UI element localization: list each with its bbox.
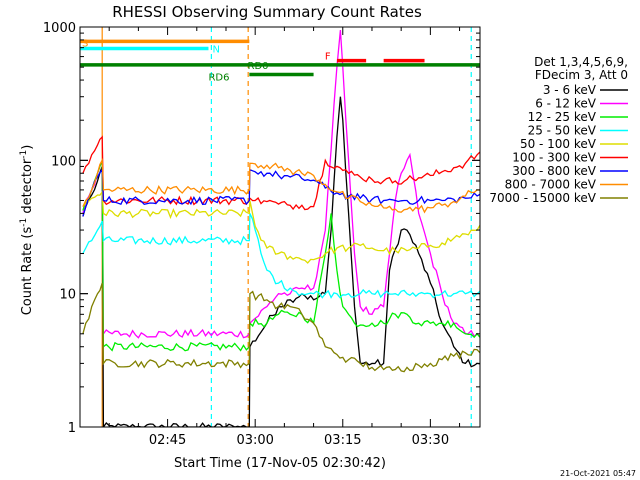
- x-tick-label-2: 03:00: [236, 433, 273, 448]
- series-line-6-12keV: [82, 29, 480, 339]
- series-line-800-7000keV: [82, 157, 480, 214]
- y-axis-label-close: ): [20, 145, 35, 150]
- legend-entry-label-8: 800 - 7000 keV: [505, 178, 597, 192]
- y-tick-label-2: 10: [59, 288, 76, 303]
- legend-entry-label-5: 50 - 100 keV: [520, 137, 597, 151]
- legend-entry-label-4: 25 - 50 keV: [528, 124, 597, 138]
- series-line-25-50keV: [82, 213, 480, 299]
- chart-title: RHESSI Observing Summary Count Rates: [112, 3, 422, 21]
- series-line-50-100keV: [82, 189, 480, 264]
- y-tick-label-1: 1: [68, 421, 76, 436]
- y-axis-label-superscript-2: -1: [19, 150, 29, 159]
- plot-clipped-group: [80, 27, 480, 427]
- y-tick-label-3: 100: [51, 154, 76, 169]
- flag-label-rd6: RD6: [208, 73, 229, 84]
- plot-frame: [79, 26, 481, 428]
- y-axis-label-tail: detector: [20, 158, 35, 218]
- y-axis-label-text: Count Rate (s: [20, 227, 35, 316]
- legend-entry-label-3: 12 - 25 keV: [528, 110, 597, 124]
- footer-date: 21-Oct-2021 05:47: [560, 469, 636, 478]
- y-tick-label-4: 1000: [43, 21, 76, 36]
- legend: Det 1,3,4,5,6,9, FDecim 3, Att 0 3 - 6 k…: [489, 55, 628, 205]
- legend-header-fdecim: FDecim 3, Att 0: [535, 68, 628, 82]
- x-tick-label-1: 02:45: [149, 433, 186, 448]
- plot-content: S N F RD0 RD6: [80, 27, 480, 427]
- y-axis-label-superscript: -1: [19, 218, 29, 227]
- y-axis: 1 10 100 1000: [43, 21, 480, 436]
- legend-entry-label-2: 6 - 12 keV: [535, 97, 597, 111]
- series-line-12-25keV: [82, 160, 480, 352]
- x-tick-label-4: 03:30: [412, 433, 449, 448]
- series-line-3-6keV: [82, 96, 480, 427]
- flag-label-rd0: RD0: [248, 61, 269, 72]
- series-line-300-800keV: [82, 167, 480, 217]
- legend-entry-label-6: 100 - 300 keV: [512, 151, 596, 165]
- series-line-7000-15000keV: [82, 282, 480, 373]
- flag-label-n: N: [212, 44, 219, 55]
- legend-entry-label-9: 7000 - 15000 keV: [489, 191, 596, 205]
- legend-entry-label-7: 300 - 800 keV: [512, 164, 596, 178]
- series-line-100-300keV: [82, 135, 480, 211]
- y-axis-label: Count Rate (s-1 detector-1): [19, 145, 35, 316]
- flag-label-s: S: [82, 38, 88, 49]
- legend-header-detectors: Det 1,3,4,5,6,9,: [534, 55, 628, 69]
- x-tick-label-3: 03:15: [324, 433, 361, 448]
- flag-label-f: F: [325, 52, 331, 63]
- legend-entry-label-1: 3 - 6 keV: [543, 83, 597, 97]
- x-axis: 02:45 03:00 03:15 03:30: [79, 27, 461, 448]
- x-axis-label: Start Time (17-Nov-05 02:30:42): [174, 456, 386, 471]
